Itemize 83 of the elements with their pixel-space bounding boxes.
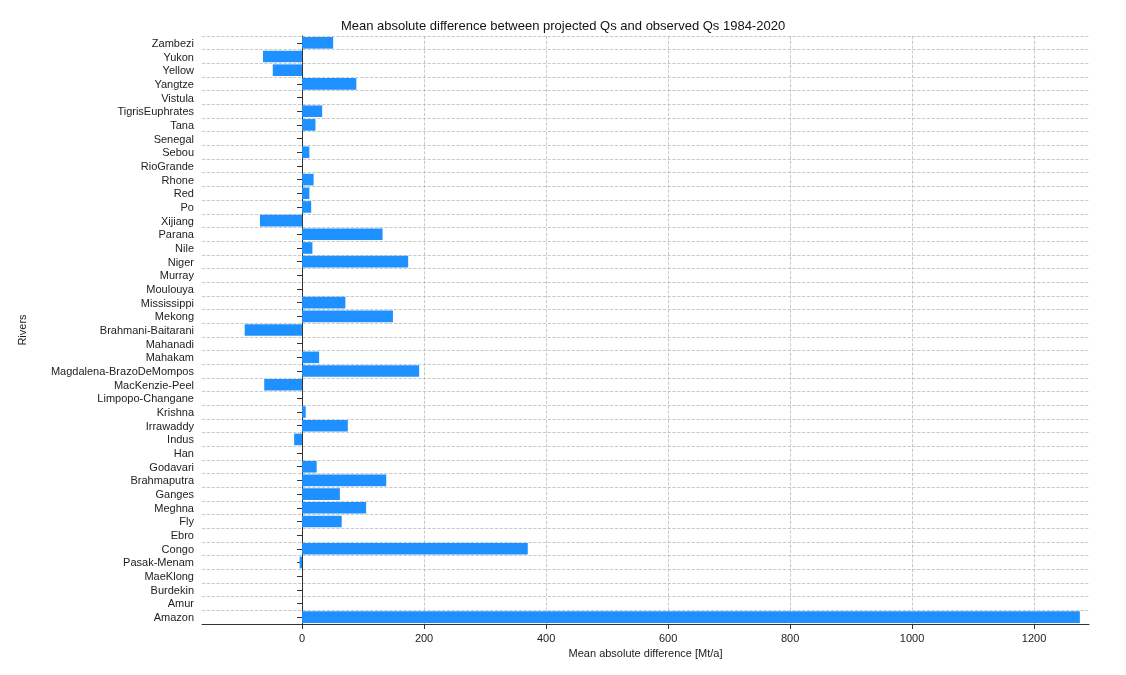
y-tick-label: Po — [180, 200, 194, 213]
y-tick-label: Xijiang — [160, 214, 194, 227]
bar — [302, 460, 317, 473]
y-tick-label: Irrawaddy — [145, 419, 195, 432]
y-tick-label: Pasak-Menam — [123, 556, 194, 569]
y-tick-label: Nile — [175, 241, 194, 254]
y-tick-label: Brahmani-Baitarani — [99, 324, 194, 336]
y-tick-label: Yellow — [162, 64, 195, 77]
y-tick-label: RioGrande — [140, 159, 194, 172]
bar — [302, 78, 357, 90]
chart-title: Mean absolute difference between projected Qs and observed Qs 1984-2020 — [340, 18, 786, 33]
x-tick-label: 0 — [298, 631, 306, 644]
bar — [302, 351, 320, 364]
y-tick-label: Niger — [167, 255, 195, 268]
y-tick-label: Yangtze — [154, 77, 194, 90]
bar — [302, 406, 306, 418]
y-tick-label: Amur — [167, 597, 195, 610]
y-tick-label: Vistula — [161, 91, 195, 104]
y-tick-label: Limpopo-Changane — [97, 392, 194, 405]
bar — [302, 146, 310, 159]
y-tick-label: TigrisEuphrates — [117, 105, 195, 118]
y-tick-label: Burdekin — [150, 583, 194, 596]
bar — [302, 173, 314, 186]
y-tick-label: Congo — [161, 542, 194, 555]
y-tick-label: Tana — [170, 118, 195, 131]
bar — [302, 187, 310, 200]
bar — [302, 419, 348, 432]
y-tick-label: Amazon — [153, 611, 194, 624]
y-tick-label: Krishna — [156, 406, 195, 419]
bar — [302, 611, 1080, 623]
y-tick-label: Sebou — [162, 146, 194, 159]
y-tick-label: Ebro — [170, 529, 194, 542]
y-tick-label: Meghna — [154, 501, 195, 514]
x-axis-title: Mean absolute difference [Mt/a] — [568, 647, 723, 660]
bar — [302, 228, 383, 241]
bar — [302, 474, 387, 487]
bar — [302, 296, 346, 309]
y-tick-label: Parana — [158, 228, 195, 241]
y-tick-label: Magdalena-BrazoDeMompos — [50, 365, 195, 378]
y-tick-label: Brahmaputra — [130, 474, 195, 487]
y-tick-label: Godavari — [149, 460, 194, 473]
bar — [259, 214, 303, 227]
bar — [302, 255, 409, 268]
y-tick-label: Han — [173, 447, 194, 460]
bar — [264, 378, 303, 391]
x-tick-label: 1200 — [1021, 631, 1047, 644]
bar — [272, 64, 303, 76]
bar — [302, 105, 323, 118]
y-tick-label: Yukon — [163, 50, 194, 63]
x-tick-label: 1000 — [899, 631, 925, 644]
bar — [302, 488, 340, 500]
y-tick-label: MaeKlong — [144, 570, 194, 583]
y-tick-label: Murray — [159, 269, 195, 282]
x-tick-label: 400 — [536, 631, 556, 644]
y-tick-label: Rhone — [161, 173, 194, 186]
bar — [302, 365, 420, 377]
x-tick-label: 200 — [414, 631, 434, 644]
bar — [302, 242, 313, 254]
y-tick-label: Fly — [179, 515, 195, 528]
bar — [302, 201, 312, 213]
y-axis-title: Rivers — [15, 313, 28, 346]
y-tick-label: Red — [173, 187, 194, 200]
y-tick-label: Zambezi — [151, 36, 194, 49]
bar — [263, 50, 303, 63]
bar — [302, 119, 316, 131]
bar — [302, 515, 342, 528]
x-tick-label: 800 — [780, 631, 800, 644]
y-tick-label: Indus — [167, 433, 195, 446]
y-tick-label: Mahanadi — [145, 337, 194, 350]
y-tick-label: Mississippi — [140, 296, 194, 309]
bar — [302, 542, 528, 555]
y-tick-label: Moulouya — [146, 282, 195, 295]
bar — [302, 37, 334, 49]
bar — [294, 433, 303, 446]
y-tick-label: Senegal — [153, 132, 194, 145]
bar — [302, 310, 393, 323]
y-tick-label: MacKenzie-Peel — [113, 378, 194, 391]
bar — [244, 324, 303, 336]
x-tick-label: 600 — [658, 631, 678, 644]
bar — [302, 501, 367, 514]
y-tick-label: Mahakam — [145, 351, 194, 364]
y-tick-label: Ganges — [155, 488, 195, 501]
y-tick-label: Mekong — [154, 310, 194, 323]
